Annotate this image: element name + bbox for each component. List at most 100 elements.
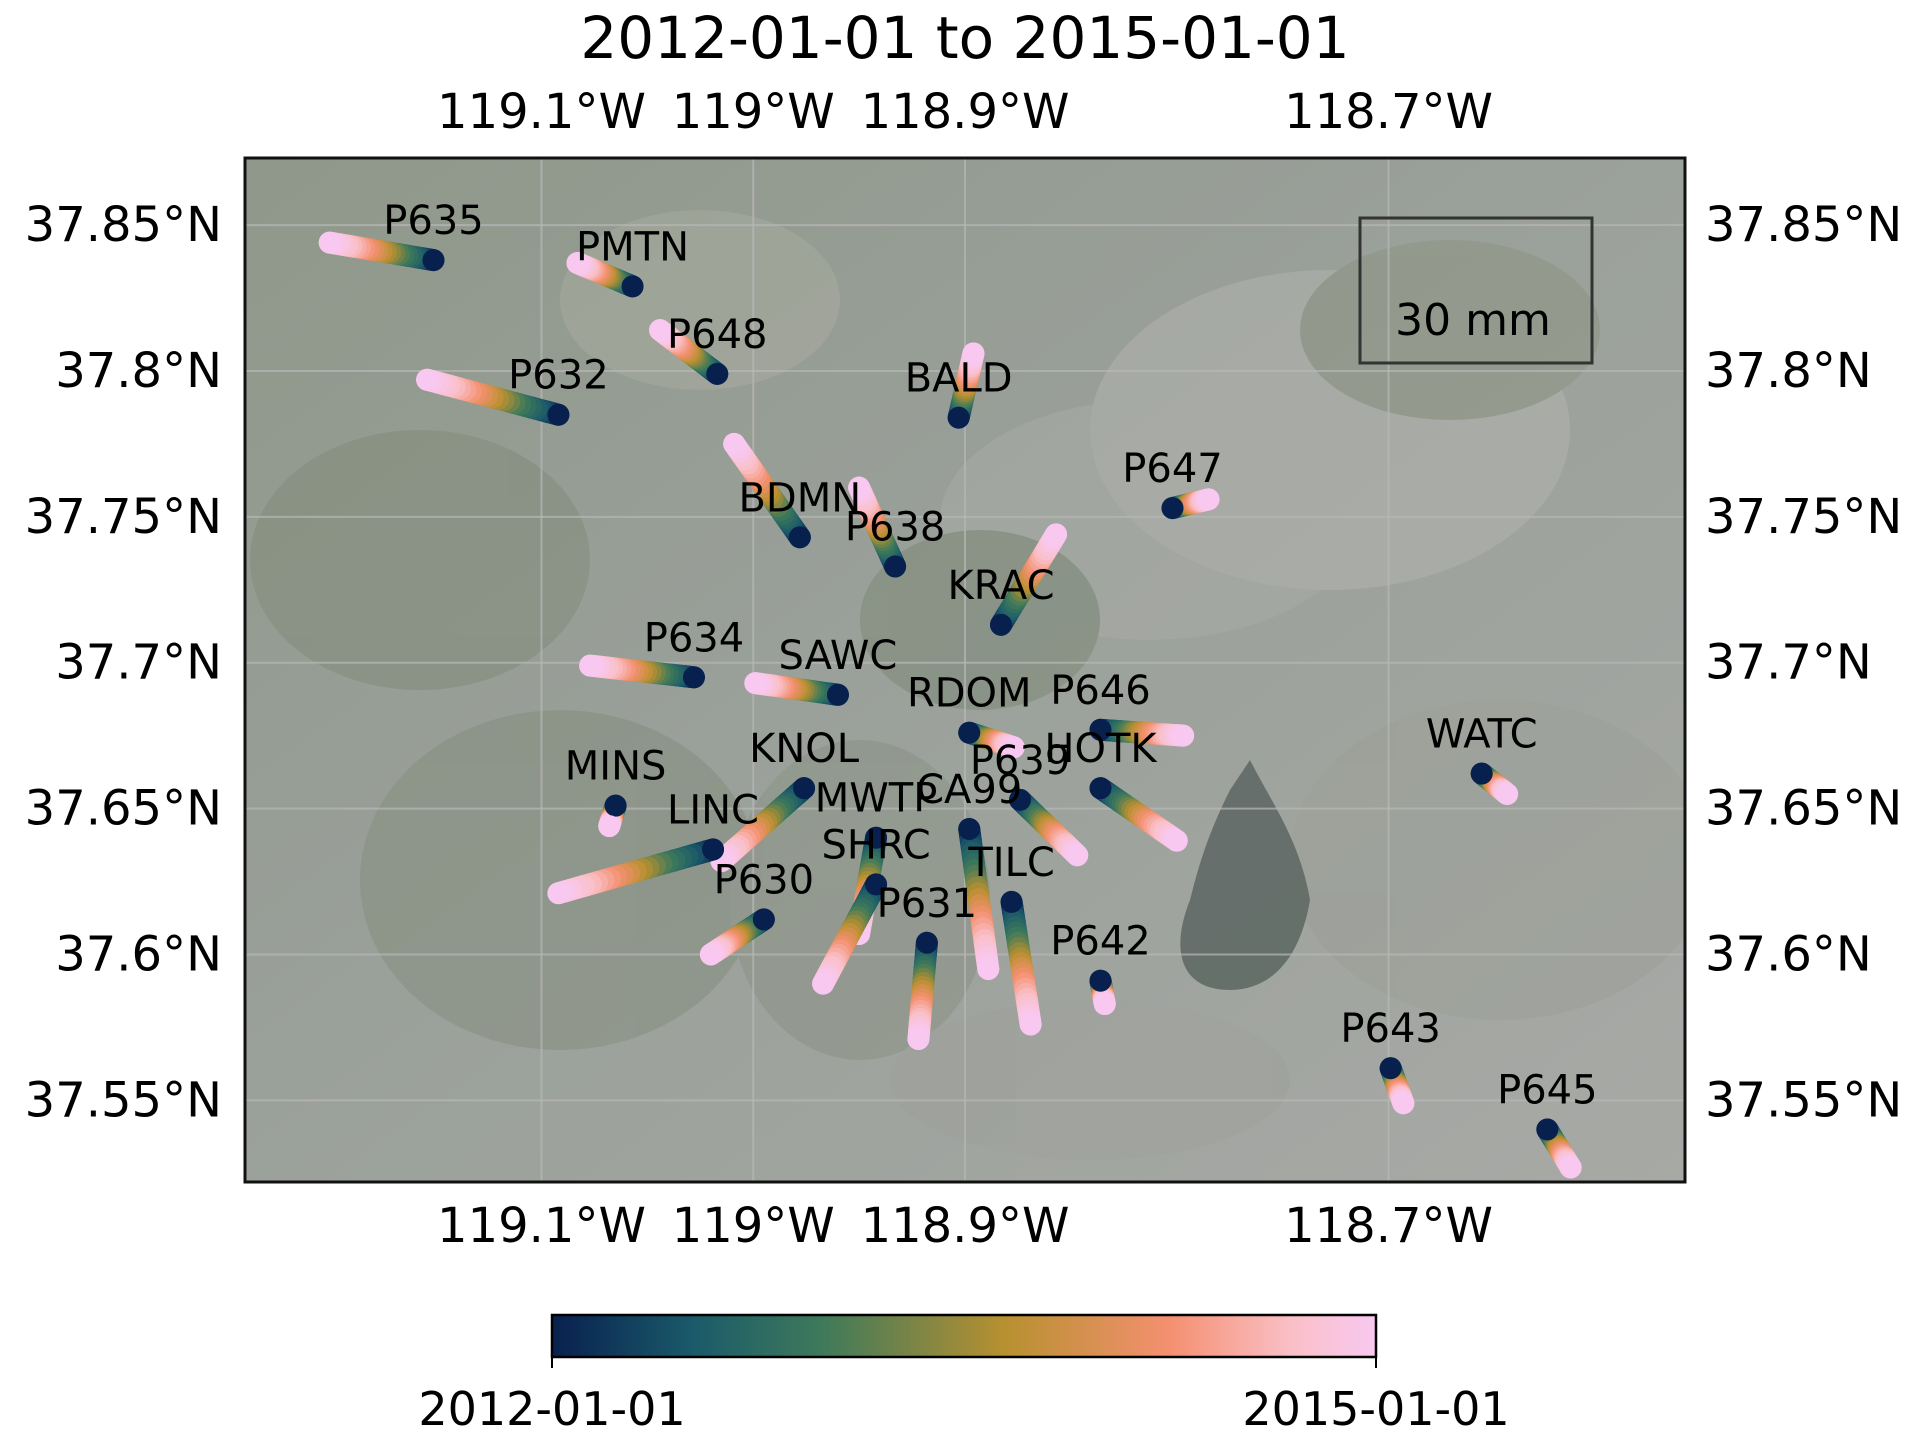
lat-tick-label-left: 37.65°N [25, 781, 222, 837]
lon-tick-label-bottom: 119.1°W [437, 1198, 646, 1254]
station-marker-end [1002, 736, 1025, 759]
station-marker-start [865, 873, 888, 896]
lat-tick-label-left: 37.8°N [55, 343, 222, 399]
station-track-shrc [812, 873, 888, 995]
station-label: RDOM [907, 671, 1032, 717]
station-label: P632 [508, 353, 608, 399]
station-track-mins [598, 794, 627, 838]
station-marker-end [1496, 782, 1519, 805]
colorbar-start-label: 2012-01-01 [418, 1382, 685, 1436]
station-marker-end [318, 231, 341, 254]
station-marker-start [958, 817, 981, 840]
station-marker-end [579, 654, 602, 677]
station-marker-start [702, 838, 724, 861]
station-marker-end [1066, 844, 1089, 867]
scale-legend-box [1358, 216, 1594, 365]
station-marker-end [848, 476, 871, 499]
station-marker-end [1559, 1156, 1582, 1179]
station-label: P634 [644, 615, 744, 661]
station-label: CA99 [916, 767, 1022, 813]
station-marker-start [884, 555, 907, 578]
station-marker-end [1045, 523, 1068, 546]
station-label: MINS [565, 744, 667, 790]
station-track-p639 [1009, 788, 1089, 867]
scale-legend: 30 mm [1358, 216, 1594, 365]
station-track-p631 [907, 931, 938, 1051]
map-frame [243, 156, 1687, 1184]
lon-tick-label-bottom: 118.9°W [861, 1198, 1070, 1254]
station-marker-start [788, 526, 811, 549]
lat-tick-label-right: 37.85°N [1705, 197, 1902, 253]
station-marker-end [1019, 1013, 1042, 1036]
station-track-p643 [1379, 1057, 1415, 1115]
station-label: MWTP [815, 776, 938, 822]
station-marker-start [1000, 890, 1023, 913]
lon-tick-label-bottom: 118.7°W [1284, 1198, 1493, 1254]
lat-tick-label-right: 37.55°N [1705, 1072, 1902, 1128]
station-marker-end [1093, 993, 1116, 1016]
station-label: P648 [667, 312, 767, 358]
station-label: P630 [714, 857, 814, 903]
station-track-tilc [1000, 890, 1042, 1036]
chart-title: 2012-01-01 to 2015-01-01 [580, 4, 1349, 72]
station-marker-start [1009, 788, 1032, 811]
station-marker-end [812, 972, 835, 995]
station-track-pmtn [566, 252, 644, 298]
station-marker-end [416, 368, 439, 391]
lat-tick-label-left: 37.7°N [55, 635, 222, 691]
lat-tick-label-left: 37.75°N [25, 489, 222, 545]
station-marker-start [793, 777, 816, 800]
station-marker-start [826, 683, 849, 706]
station-marker-end [1165, 829, 1188, 852]
station-marker-start [547, 403, 570, 426]
station-track-bald [947, 342, 985, 429]
station-label: BALD [905, 356, 1013, 402]
station-label: P639 [970, 738, 1070, 784]
station-track-p630 [699, 908, 775, 966]
station-label: P647 [1122, 446, 1222, 492]
station-marker-start [604, 794, 627, 817]
station-marker-start [958, 721, 981, 744]
station-marker-start [1379, 1057, 1402, 1080]
station-track-p647 [1161, 488, 1220, 520]
station-tracks [318, 231, 1582, 1179]
lat-tick-label-right: 37.75°N [1705, 489, 1902, 545]
station-marker-start [1470, 762, 1493, 785]
station-marker-end [1172, 724, 1195, 747]
station-label: WATC [1426, 712, 1538, 758]
station-label: SAWC [779, 633, 898, 679]
station-marker-end [962, 342, 985, 365]
station-label: P642 [1050, 919, 1150, 965]
lon-tick-label-top: 119°W [672, 84, 835, 140]
station-track-p635 [318, 231, 445, 272]
station-marker-end [547, 882, 570, 905]
station-track-bdmn [723, 432, 811, 549]
lon-tick-label-top: 118.7°W [1284, 84, 1493, 140]
station-marker-end [566, 252, 589, 275]
lat-tick-label-right: 37.6°N [1705, 926, 1872, 982]
station-marker-start [1089, 718, 1112, 741]
station-marker-start [682, 666, 705, 689]
station-marker-start [1161, 497, 1184, 520]
lat-tick-label-right: 37.65°N [1705, 781, 1902, 837]
station-marker-end [723, 432, 746, 455]
station-marker-start [990, 613, 1012, 636]
station-label: P646 [1050, 668, 1150, 714]
station-track-p634 [579, 654, 705, 689]
station-track-p638 [848, 476, 907, 578]
station-track-knol [710, 777, 816, 873]
station-marker-end [598, 815, 621, 838]
station-label: P631 [877, 881, 977, 927]
station-label: TILC [967, 840, 1054, 886]
station-marker-start [621, 275, 644, 298]
station-track-p642 [1089, 969, 1116, 1016]
station-label: BDMN [738, 475, 861, 521]
station-marker-start [1536, 1118, 1559, 1141]
station-marker-start [915, 931, 938, 954]
station-track-linc [547, 838, 724, 905]
station-track-rdom [958, 721, 1025, 759]
